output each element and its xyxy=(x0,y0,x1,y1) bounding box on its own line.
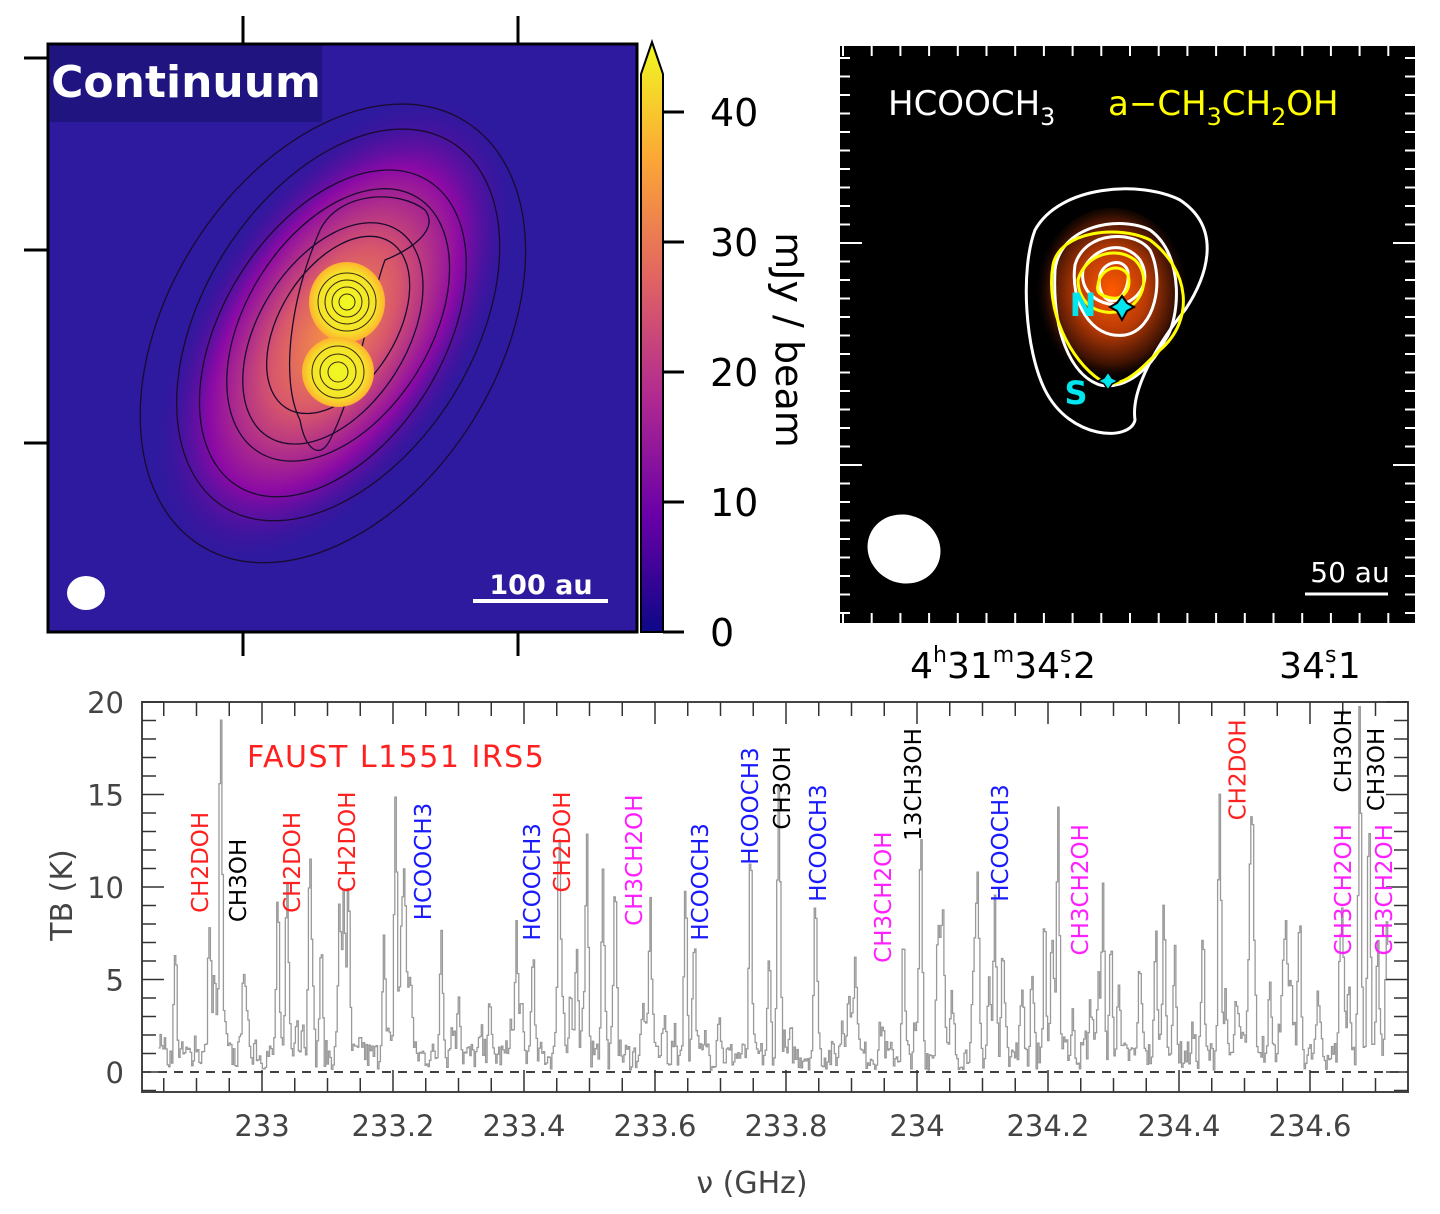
continuum-source-south xyxy=(302,337,374,407)
continuum-source-contours xyxy=(311,272,377,399)
continuum-contour xyxy=(139,103,527,564)
line-label: HCOOCH3 xyxy=(520,823,546,941)
x-tick-label: 233.6 xyxy=(613,1109,696,1143)
continuum-contours xyxy=(139,103,527,564)
legend-ethanol: a−CH3CH2OH xyxy=(1108,84,1339,131)
colorbar-tick-label: 20 xyxy=(710,351,758,395)
line-label: HCOOCH3 xyxy=(738,747,764,865)
molecule-scalebar-label: 50 au xyxy=(1310,556,1389,589)
colorbar-tick-label: 40 xyxy=(710,91,758,135)
continuum-contour xyxy=(288,196,430,452)
colorbar-tick-label: 10 xyxy=(710,481,758,525)
line-label: CH3CH2OH xyxy=(871,831,897,962)
line-label: CH2DOH xyxy=(335,791,361,892)
molecule-contours xyxy=(1024,187,1209,435)
spectrum-axis-ticks xyxy=(142,701,1408,1092)
ra-tick-label-1: 4h31m34s.2 xyxy=(910,643,1096,687)
continuum-title-box xyxy=(50,44,322,122)
y-tick-label: 15 xyxy=(87,779,124,813)
spectrum-chart: 233 233.2 233.4 233.6 233.8 234 234.2 234.4 234.… xyxy=(45,686,1409,1201)
line-label: HCOOCH3 xyxy=(411,803,437,921)
x-tick-label: 233.4 xyxy=(482,1109,565,1143)
x-tick-label: 233 xyxy=(234,1109,289,1143)
colorbar: 0 10 20 30 40 mJy / beam xyxy=(640,38,811,655)
molecule-panel: N S HCOOCH3 a−CH3CH2OH 50 au 4h31m34s.2 … xyxy=(840,46,1415,687)
continuum-axis-ticks xyxy=(24,16,520,656)
x-tick-label: 234 xyxy=(889,1109,944,1143)
line-label: CH3CH2OH xyxy=(1068,824,1094,955)
continuum-title: Continuum xyxy=(51,57,321,108)
y-tick-label: 10 xyxy=(87,871,124,905)
line-label: CH2DOH xyxy=(280,812,306,913)
x-tick-label: 234.4 xyxy=(1137,1109,1220,1143)
line-label: HCOOCH3 xyxy=(806,784,832,902)
legend-hcooch3: HCOOCH3 xyxy=(888,84,1055,131)
continuum-contour xyxy=(266,235,411,415)
continuum-contour xyxy=(176,128,501,522)
y-tick-label: 20 xyxy=(87,686,124,720)
continuum-source-north xyxy=(309,262,385,342)
continuum-scalebar-label: 100 au xyxy=(489,570,592,601)
spectrum-y-axis-label: TB (K) xyxy=(45,849,80,942)
x-tick-label: 234.6 xyxy=(1268,1109,1351,1143)
continuum-contour xyxy=(242,222,424,445)
line-label: CH3OH xyxy=(226,839,252,922)
continuum-frame xyxy=(46,42,639,634)
line-label: CH3OH xyxy=(1364,728,1390,811)
continuum-panel: Continuum 100 au 0 10 20 30 40 mJy / beam xyxy=(24,16,811,656)
colorbar-tick-label: 30 xyxy=(710,221,758,265)
line-label: 13CH3OH xyxy=(901,728,927,841)
source-s-label: S xyxy=(1064,374,1087,412)
spectrum-frame xyxy=(141,701,1409,1093)
molecule-beam xyxy=(867,514,941,584)
line-label: CH3CH2OH xyxy=(622,794,648,925)
line-label: CH3CH2OH xyxy=(1372,824,1398,955)
line-label: CH2DOH xyxy=(188,812,214,913)
spectrum-annotations: CH2DOH CH3OH CH2DOH CH2DOH HCOOCH3 HCOOCH3 CH2… xyxy=(188,709,1398,963)
molecule-axis-ticks xyxy=(840,46,1415,623)
spectrum-x-axis-label: ν (GHz) xyxy=(696,1166,807,1201)
colorbar-label: mJy / beam xyxy=(767,232,811,447)
colorbar-bar xyxy=(640,38,664,633)
x-tick-label: 233.8 xyxy=(744,1109,827,1143)
x-tick-label: 233.2 xyxy=(351,1109,434,1143)
source-s-star-icon xyxy=(1096,370,1120,392)
source-n-label: N xyxy=(1070,286,1097,324)
y-tick-label: 0 xyxy=(106,1056,124,1090)
x-tick-label: 234.2 xyxy=(1006,1109,1089,1143)
continuum-contour xyxy=(226,188,451,462)
continuum-contour xyxy=(198,169,467,498)
spectrum-title: FAUST L1551 IRS5 xyxy=(247,740,545,775)
line-label: HCOOCH3 xyxy=(988,784,1014,902)
line-label: CH2DOH xyxy=(1225,719,1251,820)
colorbar-tick-label: 0 xyxy=(710,611,734,655)
colorbar-ticks: 0 10 20 30 40 xyxy=(663,91,758,655)
continuum-beam xyxy=(67,576,105,610)
line-label: CH3OH xyxy=(1331,709,1357,792)
spectrum-line xyxy=(158,706,1389,1071)
line-label: CH3CH2OH xyxy=(1331,824,1357,955)
source-n-star-icon xyxy=(1107,294,1137,323)
spectrum-tick-labels: 233 233.2 233.4 233.6 233.8 234 234.2 234.4 234.… xyxy=(87,686,1351,1143)
y-tick-label: 5 xyxy=(106,964,124,998)
line-label: HCOOCH3 xyxy=(688,823,714,941)
ra-tick-label-2: 34s.1 xyxy=(1279,643,1361,687)
line-label: CH3OH xyxy=(770,746,796,829)
line-label: CH2DOH xyxy=(550,791,576,892)
